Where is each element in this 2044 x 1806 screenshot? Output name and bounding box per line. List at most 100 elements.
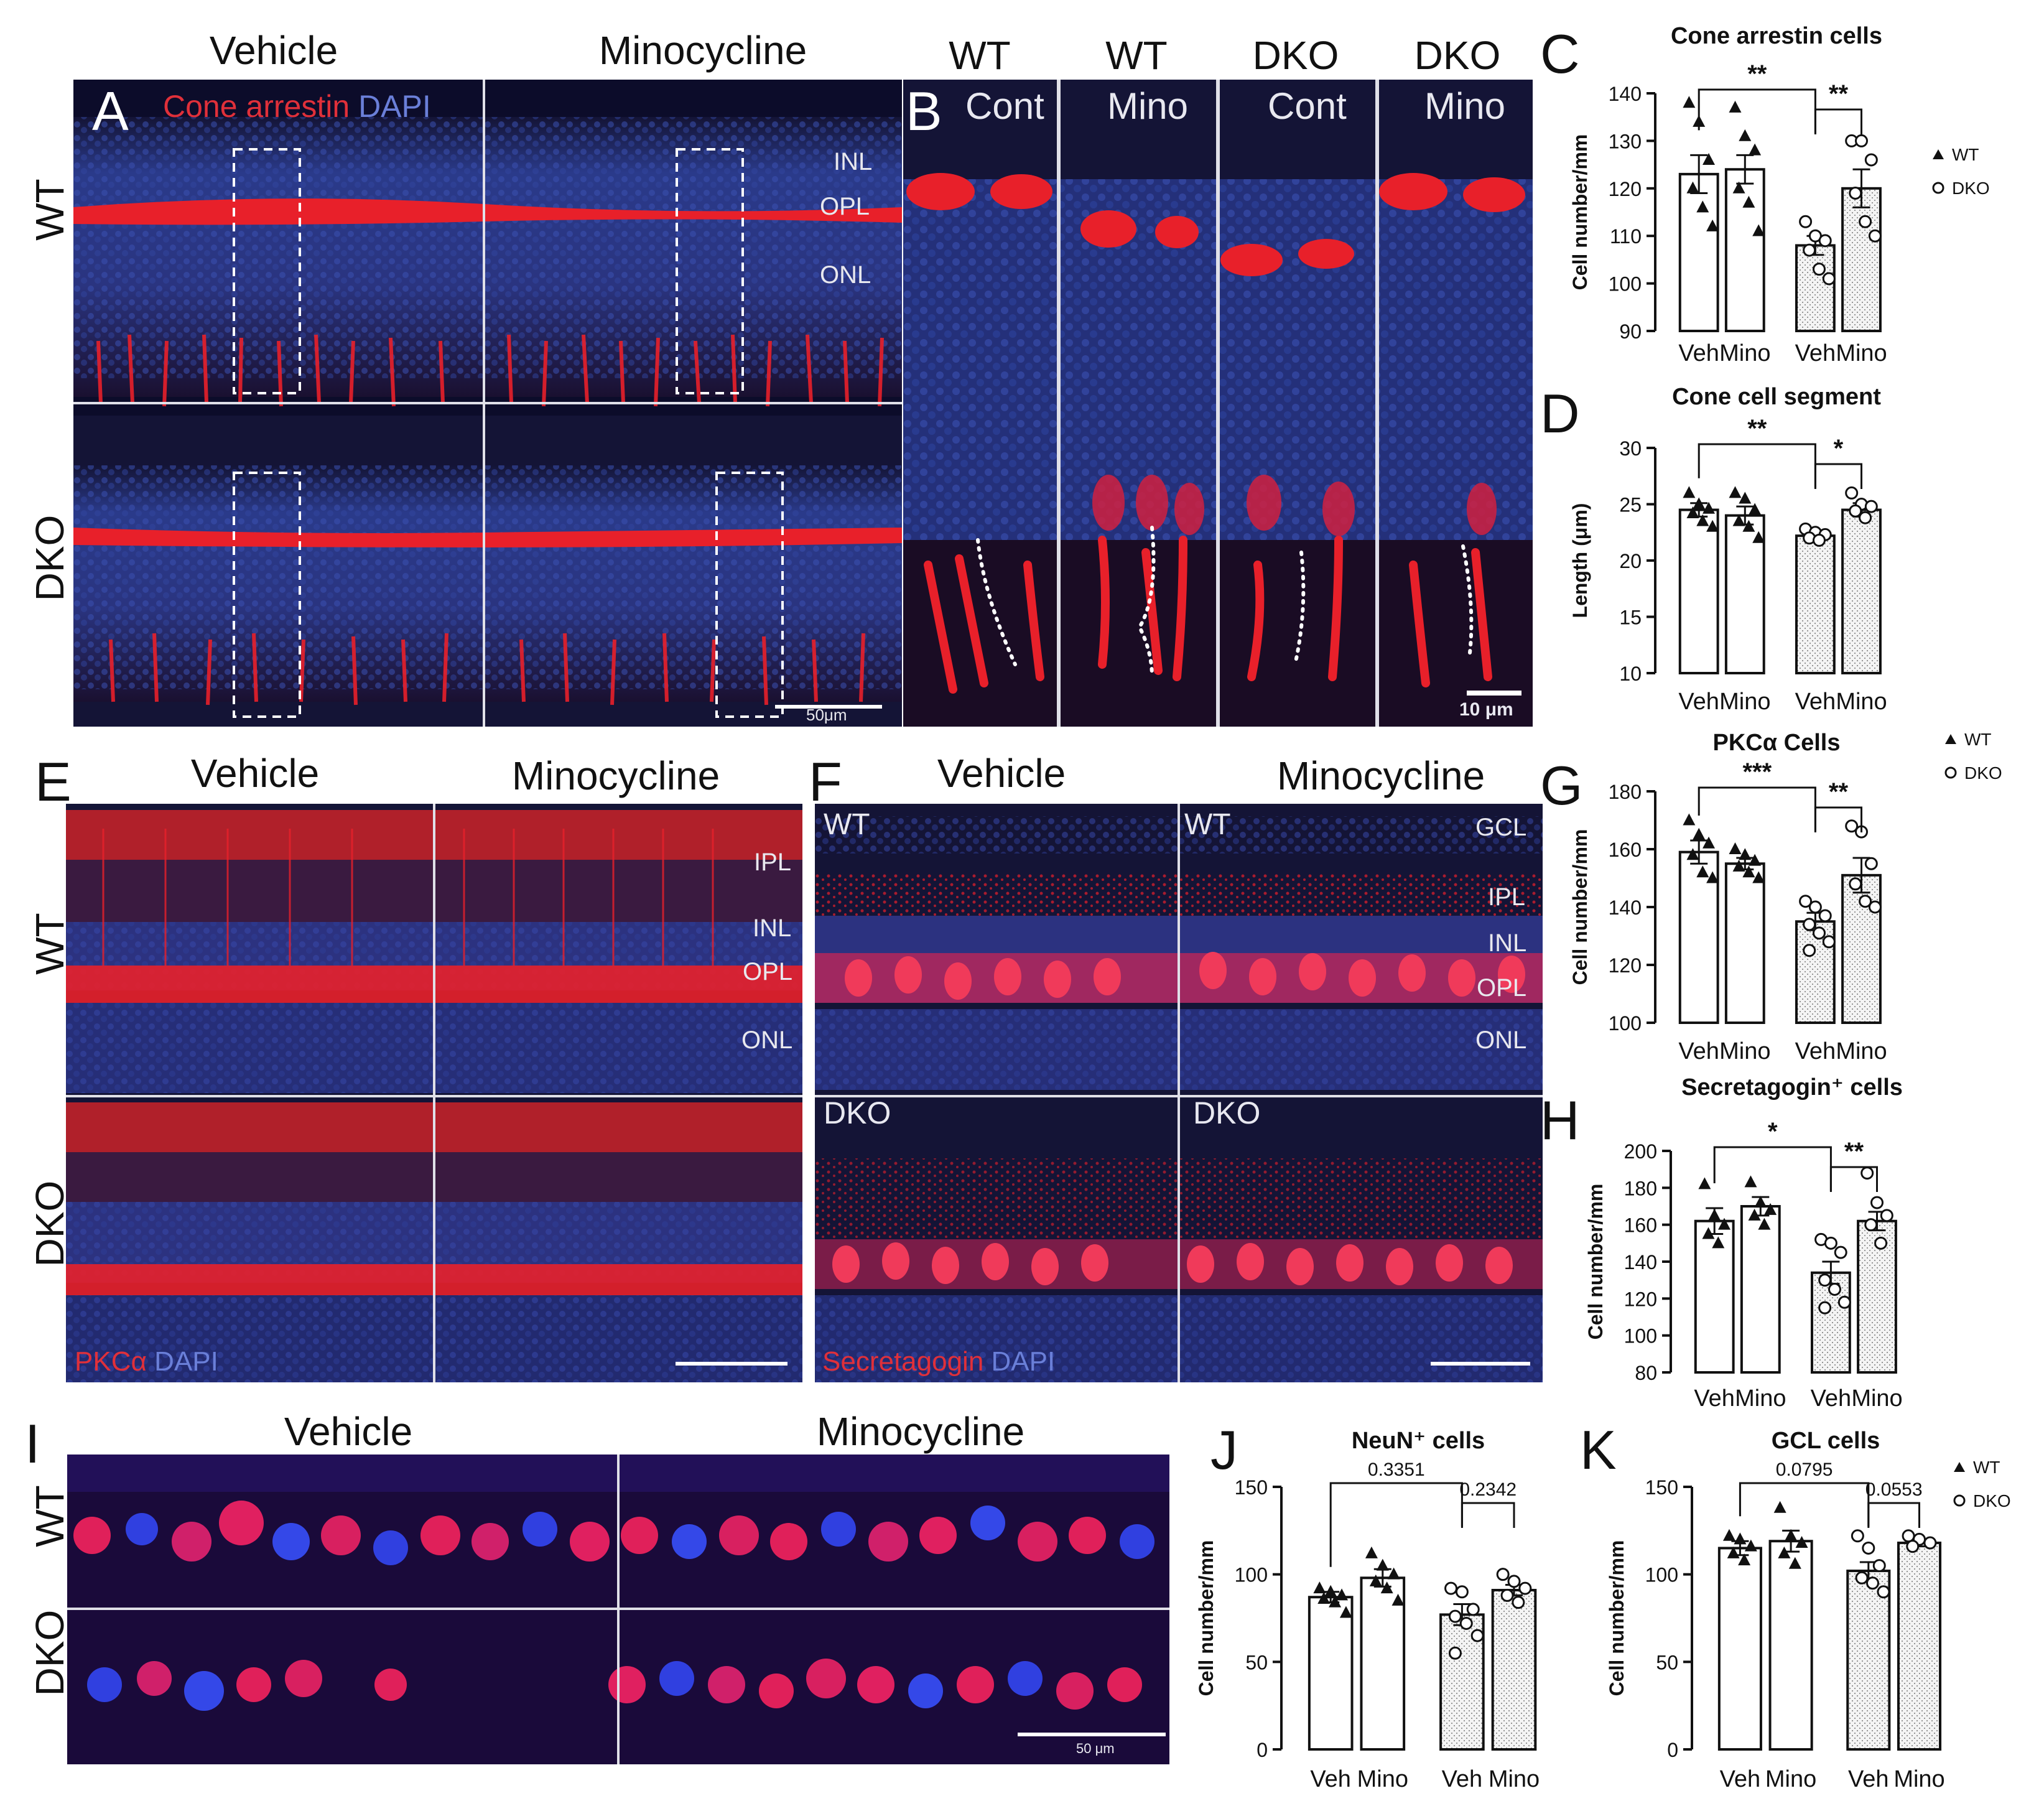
chart-k-legend-dko-marker	[1953, 1494, 1966, 1507]
chart-g-svg: PKCα Cells 100 120 140 160 180 Cell number/mm V…	[1569, 730, 2002, 1064]
chart-d-point	[1864, 500, 1878, 513]
panel-i-row-dko: DKO	[27, 1609, 72, 1697]
chart-j-ytick-label: 50	[1245, 1651, 1268, 1673]
chart-j-point	[1387, 1567, 1400, 1580]
chart-g-point	[1729, 842, 1742, 854]
chart-h-point	[1870, 1196, 1884, 1209]
chart-h-ytick-label: 80	[1635, 1362, 1657, 1384]
chart-c-point	[1799, 215, 1813, 228]
chart-k-point	[1795, 1536, 1808, 1548]
panel-f-micrograph	[815, 804, 1543, 1382]
panel-f-tag-dko-veh: DKO	[824, 1096, 891, 1130]
chart-c-ytick-label: 120	[1609, 178, 1642, 200]
chart-d-point	[1696, 514, 1709, 526]
chart-k-title: GCL cells	[1772, 1428, 1880, 1454]
chart-c-ytick-label: 130	[1609, 130, 1642, 152]
chart-h-ytick-label: 140	[1624, 1251, 1657, 1273]
chart-j-point	[1444, 1581, 1458, 1595]
chart-c-category-1: Veh	[1678, 340, 1719, 366]
chart-h-point	[1818, 1273, 1832, 1287]
chart-k-bar-3	[1846, 1570, 1891, 1751]
chart-d-point	[1752, 531, 1765, 543]
panel-e-header-vehicle: Vehicle	[190, 751, 320, 796]
chart-c-point	[1729, 100, 1742, 113]
chart-j-title: NeuN⁺ cells	[1352, 1428, 1485, 1454]
chart-j-point	[1376, 1558, 1389, 1571]
chart-g-ylabel: Cell number/mm	[1569, 829, 1591, 985]
chart-g-point	[1732, 859, 1745, 872]
chart-k-point	[1923, 1536, 1937, 1550]
chart-g-ytick-label: 180	[1609, 781, 1642, 803]
panel-e-stain-red: PKCα	[75, 1346, 147, 1377]
chart-g-point	[1845, 819, 1859, 833]
chart-c-svg: Cone arrestin cells 90 100 110 120 130 140 Cell…	[1569, 23, 1990, 366]
panel-f-layer-opl: OPL	[1477, 974, 1527, 1002]
chart-g-point	[1752, 871, 1765, 883]
panel-a-layer-opl: OPL	[820, 193, 870, 220]
chart-c-bar-1	[1678, 172, 1719, 332]
panel-b-sublabel-4: Mino	[1424, 85, 1506, 127]
chart-d-letter: D	[1540, 383, 1580, 444]
chart-g-point	[1749, 854, 1762, 866]
panel-a-row-dko: DKO	[27, 514, 72, 602]
chart-d: D Cone cell segment 10 15 20 25 30 Length (μm)…	[1540, 373, 2044, 722]
chart-c-point	[1739, 129, 1752, 141]
chart-j-category-2: Mino	[1357, 1766, 1408, 1792]
chart-g-sig-label-1: ***	[1742, 758, 1772, 786]
chart-c-point	[1683, 96, 1696, 108]
chart-j-ytick-label: 100	[1235, 1564, 1268, 1586]
chart-d-ytick-label: 15	[1619, 607, 1642, 629]
chart-d-bar-3	[1795, 534, 1836, 674]
chart-c-point	[1732, 181, 1745, 193]
chart-c-sig-label-1: **	[1747, 60, 1767, 88]
chart-h-point	[1754, 1196, 1767, 1208]
chart-k-point	[1738, 1553, 1751, 1566]
chart-j: J NeuN⁺ cells 0 50 100 150 Cell number/mm Veh M…	[1182, 1394, 1611, 1803]
chart-c-point	[1696, 200, 1709, 213]
chart-g-letter: G	[1540, 755, 1583, 816]
panel-a-layer-onl: ONL	[820, 261, 871, 289]
chart-k-bar-2	[1768, 1540, 1813, 1751]
panel-b-header-1: WT	[949, 33, 1011, 78]
chart-h-point	[1861, 1166, 1874, 1180]
chart-d-ytick-label: 20	[1619, 550, 1642, 572]
chart-d-point	[1742, 519, 1755, 532]
chart-d-point	[1683, 486, 1696, 498]
panel-e-layer-inl: INL	[753, 915, 792, 942]
chart-j-ytick-label: 150	[1235, 1476, 1268, 1499]
chart-h-point	[1702, 1227, 1715, 1239]
chart-g: G PKCα Cells 100 120 140 160 180 Cell number/m…	[1540, 722, 2044, 1070]
chart-j-point	[1500, 1588, 1514, 1602]
chart-g-point	[1696, 865, 1709, 878]
chart-h-sig-bracket-2	[1829, 1166, 1878, 1192]
chart-d-sig-bracket-2	[1814, 463, 1862, 489]
chart-c-point	[1864, 153, 1878, 167]
chart-g-sig-bracket-1	[1698, 786, 1816, 831]
chart-c-point	[1868, 229, 1882, 243]
chart-h-point	[1874, 1236, 1888, 1250]
chart-h-point	[1828, 1283, 1841, 1296]
chart-j-category-4: Mino	[1489, 1766, 1540, 1792]
chart-g-bar-1	[1678, 850, 1719, 1024]
chart-h-ytick-label: 200	[1624, 1140, 1657, 1163]
chart-k-point	[1778, 1546, 1791, 1558]
chart-k-point	[1727, 1546, 1740, 1558]
chart-d-ytick-label: 25	[1619, 494, 1642, 516]
chart-k-point	[1773, 1501, 1786, 1513]
chart-h-title: Secretagogin⁺ cells	[1681, 1074, 1903, 1101]
chart-g-point	[1803, 918, 1816, 931]
chart-c-point	[1818, 234, 1832, 248]
chart-j-point	[1448, 1646, 1462, 1660]
chart-k-category-4: Mino	[1893, 1766, 1944, 1792]
chart-k-legend: WT DKO	[1953, 1458, 2011, 1510]
chart-h-ytick-label: 120	[1624, 1288, 1657, 1310]
chart-j-point	[1336, 1588, 1349, 1601]
panel-i-header-vehicle: Vehicle	[284, 1409, 413, 1454]
chart-d-category-1: Veh	[1678, 689, 1719, 715]
chart-h-sig-bracket-1	[1713, 1146, 1832, 1191]
chart-k-category-2: Mino	[1765, 1766, 1816, 1792]
chart-g-point	[1742, 865, 1755, 878]
chart-k-point	[1734, 1532, 1747, 1545]
chart-g-point	[1808, 900, 1822, 914]
